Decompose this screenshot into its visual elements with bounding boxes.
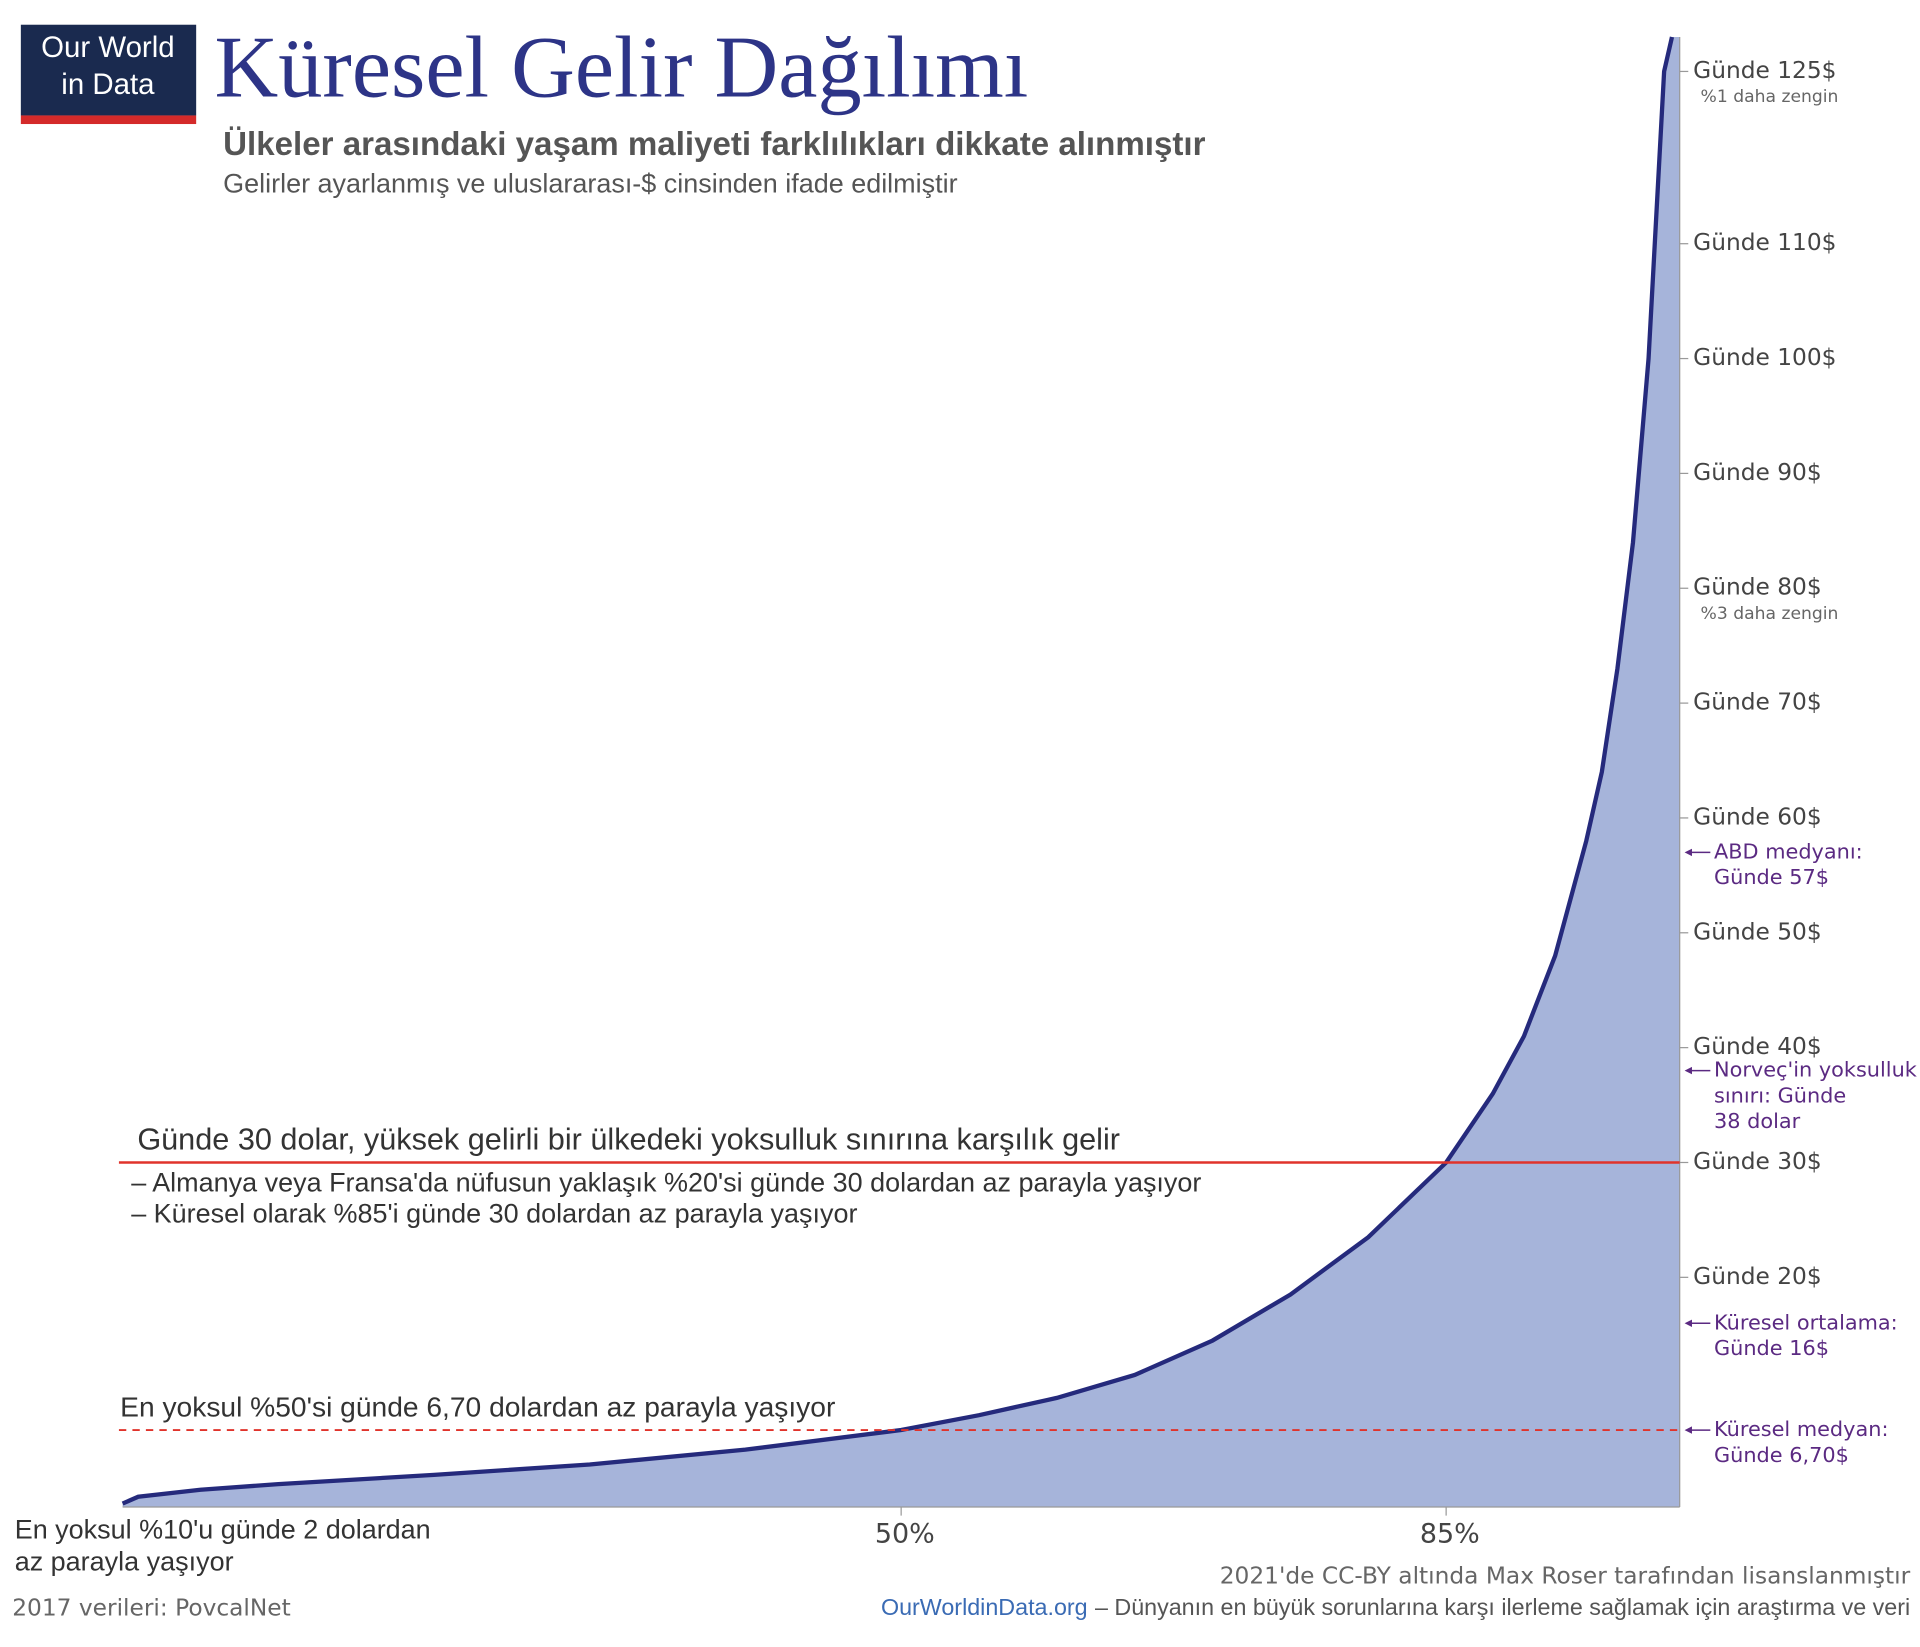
marker-label: ABD medyanı: (1714, 839, 1863, 863)
y-tick-label: Günde 80$ (1693, 574, 1822, 601)
marker-arrowhead (1684, 1066, 1692, 1075)
line (121, 36, 1675, 1506)
reference-note: – Küresel olarak %85'i günde 30 dolardan… (131, 1198, 857, 1228)
logo-box (20, 24, 197, 116)
reference-label: Günde 30 dolar, yüksek gelirli bir ülked… (137, 1123, 1120, 1157)
tick-note: %3 daha zengin (1701, 604, 1839, 624)
corner-note: az parayla yaşıyor (15, 1547, 234, 1577)
marker-label: Günde 6,70$ (1714, 1443, 1849, 1467)
site-link[interactable]: OurWorldinData.org (881, 1594, 1088, 1620)
marker-label: Günde 57$ (1714, 865, 1829, 889)
tagline: – Dünyanın en büyük sorunlarına karşı il… (1095, 1594, 1910, 1620)
y-tick-label: Günde 70$ (1693, 689, 1822, 716)
y-tick-label: Günde 20$ (1693, 1263, 1822, 1290)
tick-note: %1 daha zengin (1701, 87, 1839, 107)
logo-bar (20, 115, 197, 125)
source: 2017 verileri: PovcalNet (12, 1594, 291, 1621)
logo-text: in Data (61, 68, 155, 101)
corner-note: En yoksul %10'u günde 2 dolardan (15, 1515, 431, 1545)
chart-subtitle: Ülkeler arasındaki yaşam maliyeti farklı… (223, 126, 1205, 163)
x-tick-label: 50% (875, 1519, 935, 1550)
license: 2021'de CC-BY altında Max Roser tarafınd… (1220, 1562, 1911, 1589)
logo-text: Our World (41, 31, 174, 64)
marker-arrowhead (1684, 1426, 1692, 1434)
y-tick-label: Günde 50$ (1693, 918, 1822, 945)
area (122, 36, 1680, 1508)
y-tick-label: Günde 100$ (1693, 344, 1836, 371)
marker-label: Günde 16$ (1714, 1336, 1829, 1360)
chart-title: Küresel Gelir Dağılımı (215, 18, 1029, 116)
reference-note: – Almanya veya Fransa'da nüfusun yaklaşı… (131, 1168, 1201, 1198)
y-tick-label: Günde 110$ (1693, 229, 1836, 256)
y-tick-label: Günde 60$ (1693, 803, 1822, 830)
footer-line: OurWorldinData.org – Dünyanın en büyük so… (881, 1594, 1910, 1620)
marker-arrowhead (1684, 1319, 1692, 1327)
y-tick-label: Günde 30$ (1693, 1148, 1822, 1175)
y-tick-label: Günde 90$ (1693, 459, 1822, 486)
reference-label: En yoksul %50'si günde 6,70 dolardan az … (120, 1391, 835, 1423)
marker-arrowhead (1684, 848, 1692, 857)
marker-label: Norveç'in yoksulluk (1714, 1058, 1917, 1082)
marker-label: Küresel medyan: (1714, 1417, 1888, 1441)
marker-label: 38 dolar (1714, 1109, 1801, 1133)
chart-note: Gelirler ayarlanmış ve uluslararası-$ ci… (223, 168, 957, 198)
y-tick-label: Günde 40$ (1693, 1033, 1822, 1060)
marker-label: Küresel ortalama: (1714, 1310, 1898, 1334)
marker-label: sınırı: Günde (1714, 1083, 1846, 1107)
x-tick-label: 85% (1420, 1519, 1480, 1550)
y-tick-label: Günde 125$ (1693, 57, 1836, 84)
